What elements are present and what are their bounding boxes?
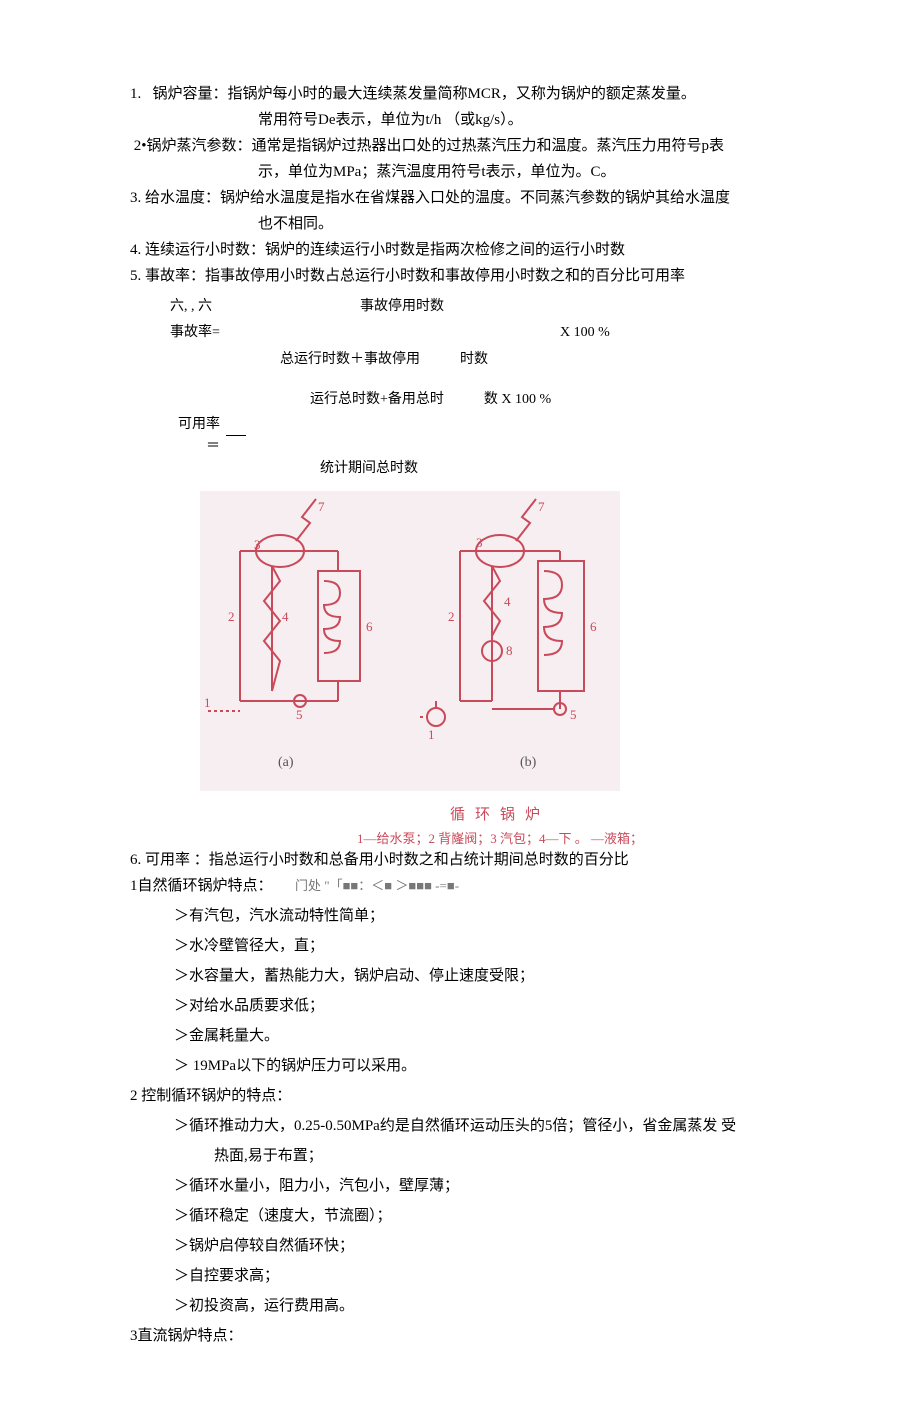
- s2-b6: ＞初投资高，运行费用高。: [174, 1294, 800, 1318]
- def-5: 5. 事故率：指事故停用小时数占总运行小时数和事故停用小时数之和的百分比可用率: [130, 264, 800, 288]
- def-4-text: 连续运行小时数：锅炉的连续运行小时数是指两次检修之间的运行小时数: [145, 242, 625, 258]
- formula-accident-rate: 六, , 六 事故停用时数 事故率= X 100 % 总运行时数＋事故停用 时数: [170, 296, 800, 371]
- def-3-text: 给水温度：锅炉给水温度是指水在省煤器入口处的温度。不同蒸汽参数的锅炉其给水温度: [145, 190, 730, 206]
- svg-text:2: 2: [228, 609, 235, 624]
- f2-num-tail: 数: [484, 389, 498, 411]
- svg-text:1: 1: [428, 727, 435, 742]
- def-1-num: 1.: [130, 86, 141, 102]
- f1-pre: 六, , 六: [170, 296, 230, 318]
- s2-b1-cont: 热面,易于布置；: [214, 1144, 800, 1168]
- section-1-heading: 1自然循环锅炉特点： 门处 "「■■：＜■ ＞■■■ -=■-: [130, 874, 800, 898]
- def-1-cont: 常用符号De表示，单位为t/h （或kg/s）。: [130, 108, 800, 132]
- s1-b2: ＞水冷壁管径大，直；: [174, 934, 800, 958]
- svg-text:7: 7: [538, 499, 545, 514]
- f2-tail: X 100 %: [501, 389, 551, 411]
- s2-b4: ＞锅炉启停较自然循环快；: [174, 1234, 800, 1258]
- svg-text:7: 7: [318, 499, 325, 514]
- diagram-cap-b: (b): [520, 755, 537, 770]
- s1-b3: ＞水容量大，蓄热能力大，锅炉启动、停止速度受限；: [174, 964, 800, 988]
- def-1: 1. 锅炉容量：指锅炉每小时的最大连续蒸发量简称MCR，又称为锅炉的额定蒸发量。: [130, 82, 800, 106]
- f1-tail: X 100 %: [560, 322, 610, 344]
- s1-b6: ＞ 19MPa以下的锅炉压力可以采用。: [174, 1054, 800, 1078]
- f2-den: 统计期间总时数: [320, 458, 418, 480]
- svg-text:6: 6: [366, 619, 373, 634]
- def-5-text: 事故率：指事故停用小时数占总运行小时数和事故停用小时数之和的百分比可用率: [145, 268, 685, 284]
- def-4: 4. 连续运行小时数：锅炉的连续运行小时数是指两次检修之间的运行小时数: [130, 238, 800, 262]
- svg-text:5: 5: [296, 707, 303, 722]
- s2-b3: ＞循环稳定（速度大，节流圈）；: [174, 1204, 800, 1228]
- def-5-num: 5.: [130, 268, 141, 284]
- f2-lhs: 可用率＝: [170, 414, 220, 459]
- svg-text:6: 6: [590, 619, 597, 634]
- f1-lhs: 事故率=: [170, 322, 230, 344]
- diagram-cap-a: (a): [278, 755, 294, 770]
- svg-text:3: 3: [254, 537, 261, 552]
- def-4-num: 4.: [130, 242, 141, 258]
- svg-text:4: 4: [282, 609, 289, 624]
- f1-den-tail: 时数: [460, 349, 488, 371]
- s2-b2: ＞循环水量小，阻力小，汽包小，壁厚薄；: [174, 1174, 800, 1198]
- s2-b1: ＞循环推动力大，0.25-0.50MPa约是自然循环运动压头的5倍；管径小，省金…: [174, 1114, 800, 1138]
- s1-b5: ＞金属耗量大。: [174, 1024, 800, 1048]
- svg-text:5: 5: [570, 707, 577, 722]
- s1-b4: ＞对给水品质要求低；: [174, 994, 800, 1018]
- diagram-title: 循环锅炉: [200, 803, 800, 827]
- diagram-sub: 1—给水泵；2 背嶐阀；3 汽包；4—下 。 —液箱；: [200, 829, 800, 850]
- svg-text:2: 2: [448, 609, 455, 624]
- f1-num: 事故停用时数: [360, 296, 444, 318]
- svg-text:4: 4: [504, 594, 511, 609]
- s1-b1: ＞有汽包，汽水流动特性简单；: [174, 904, 800, 928]
- s2-b5: ＞自控要求高；: [174, 1264, 800, 1288]
- section-1-garble: 门处 "「■■：＜■ ＞■■■ -=■-: [295, 878, 459, 893]
- svg-text:3: 3: [476, 535, 483, 550]
- svg-text:8: 8: [506, 643, 513, 658]
- section-3-heading: 3直流锅炉特点：: [130, 1324, 800, 1348]
- def-2-cont: 示，单位为MPa；蒸汽温度用符号t表示，单位为。C。: [130, 160, 800, 184]
- def-3-num: 3.: [130, 190, 141, 206]
- circulation-boiler-diagram: 2 3 4 5 6 7 1 (a): [200, 491, 800, 850]
- def-3: 3. 给水温度：锅炉给水温度是指水在省煤器入口处的温度。不同蒸汽参数的锅炉其给水…: [130, 186, 800, 210]
- formula-availability: 运行总时数+备用总时 数 X 100 % 可用率＝ 统计期间总时数: [170, 389, 800, 481]
- def-2-text: 锅炉蒸汽参数：通常是指锅炉过热器出口处的过热蒸汽压力和温度。蒸汽压力用符号p表: [147, 138, 725, 154]
- svg-text:1: 1: [204, 695, 211, 710]
- f2-num: 运行总时数+备用总时: [310, 389, 444, 411]
- section-2-heading: 2 控制循环锅炉的特点：: [130, 1084, 800, 1108]
- def-6: 6. 可用率 ：指总运行小时数和总备用小时数之和占统计期间总时数的百分比: [130, 848, 800, 872]
- def-3-cont: 也不相同。: [130, 212, 800, 236]
- f1-den: 总运行时数＋事故停用: [280, 349, 420, 371]
- def-2-num: 2•: [134, 138, 147, 154]
- def-1-text: 锅炉容量：指锅炉每小时的最大连续蒸发量简称MCR，又称为锅炉的额定蒸发量。: [153, 86, 696, 102]
- def-2: 2•锅炉蒸汽参数：通常是指锅炉过热器出口处的过热蒸汽压力和温度。蒸汽压力用符号p…: [130, 134, 800, 158]
